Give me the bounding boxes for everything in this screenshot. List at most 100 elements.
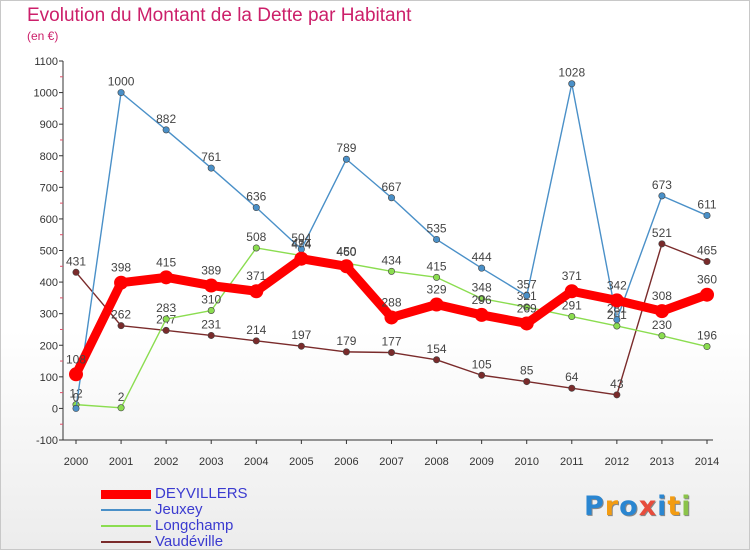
- data-label: 296: [472, 293, 492, 307]
- data-point: [519, 316, 534, 331]
- data-point: [568, 313, 576, 321]
- data-point: [69, 367, 83, 382]
- data-point: [433, 356, 441, 364]
- legend-swatch: [101, 541, 151, 543]
- data-label: 329: [427, 283, 447, 297]
- x-tick-label: 2001: [109, 456, 133, 468]
- logo-letter: P: [584, 491, 605, 522]
- data-point: [703, 343, 711, 351]
- legend-swatch: [101, 509, 151, 511]
- legend-label: Vaudéville: [155, 533, 224, 550]
- data-label: 262: [111, 308, 131, 322]
- data-label: 197: [291, 328, 311, 342]
- y-tick-label: 900: [40, 119, 58, 131]
- y-tick-label: 700: [40, 182, 58, 194]
- data-label: 108: [66, 352, 86, 366]
- logo-letter: i: [681, 491, 692, 522]
- y-tick-label: 100: [40, 372, 58, 384]
- data-label: 269: [517, 301, 537, 315]
- x-tick-label: 2003: [199, 456, 223, 468]
- data-label: 43: [610, 377, 624, 391]
- data-point: [387, 194, 395, 202]
- x-tick-label: 2002: [154, 456, 178, 468]
- data-label: 308: [652, 289, 672, 303]
- data-label: 450: [336, 244, 356, 258]
- data-point: [252, 244, 260, 252]
- data-point: [387, 267, 395, 275]
- data-label: 12: [69, 387, 83, 401]
- x-tick-label: 2004: [244, 456, 268, 468]
- legend-swatch: [101, 490, 151, 499]
- y-tick-label: 0: [52, 403, 58, 415]
- series-jeuxey: 0100088276163650478966753544435710282816…: [72, 66, 717, 412]
- logo-letter: i: [657, 491, 668, 522]
- data-point: [658, 332, 666, 340]
- data-point: [162, 326, 170, 334]
- data-point: [609, 293, 624, 308]
- data-point: [252, 204, 260, 212]
- data-label: 882: [156, 112, 176, 126]
- y-tick-label: 200: [40, 340, 58, 352]
- y-tick-label: 1100: [34, 56, 58, 68]
- data-point: [207, 307, 215, 315]
- data-label: 177: [381, 335, 401, 349]
- data-label: 360: [697, 273, 717, 287]
- x-tick-label: 2013: [650, 456, 674, 468]
- data-label: 444: [472, 250, 492, 264]
- data-label: 460: [336, 245, 356, 259]
- chart-unit-label: (en €): [27, 29, 59, 43]
- proxiti-logo: Proxiti: [584, 491, 692, 522]
- data-label: 484: [291, 238, 311, 252]
- data-point: [658, 240, 666, 248]
- data-point: [252, 337, 260, 345]
- data-label: 348: [472, 281, 492, 295]
- y-tick-label: 1000: [34, 88, 58, 100]
- y-tick-label: 600: [40, 214, 58, 226]
- data-point: [654, 304, 669, 319]
- data-label: 535: [427, 221, 447, 235]
- data-point: [162, 315, 170, 323]
- y-tick-label: -100: [36, 435, 58, 447]
- data-point: [700, 287, 714, 302]
- x-tick-label: 2014: [695, 456, 719, 468]
- data-label: 291: [562, 299, 582, 313]
- data-point: [162, 126, 170, 134]
- data-point: [72, 404, 80, 412]
- data-label: 342: [607, 278, 627, 292]
- data-label: 154: [427, 342, 447, 356]
- data-point: [523, 378, 531, 386]
- data-point: [249, 284, 264, 299]
- data-label: 371: [562, 269, 582, 283]
- data-point: [114, 275, 129, 290]
- data-point: [478, 295, 486, 303]
- data-point: [433, 235, 441, 243]
- data-label: 1028: [558, 66, 585, 80]
- y-tick-label: 300: [40, 309, 58, 321]
- data-label: 389: [201, 264, 221, 278]
- data-label: 2: [118, 390, 125, 404]
- data-label: 508: [246, 230, 266, 244]
- y-tick-label: 500: [40, 246, 58, 258]
- data-label: 474: [291, 237, 311, 251]
- data-label: 761: [201, 150, 221, 164]
- data-point: [204, 278, 219, 293]
- data-label: 0: [73, 390, 80, 404]
- data-label: 673: [652, 178, 672, 192]
- data-label: 371: [246, 269, 266, 283]
- data-point: [523, 292, 531, 300]
- data-label: 398: [111, 261, 131, 275]
- data-point: [613, 316, 621, 324]
- x-tick-label: 2006: [334, 456, 358, 468]
- data-label: 230: [652, 318, 672, 332]
- x-tick-label: 2009: [469, 456, 493, 468]
- data-label: 357: [517, 278, 537, 292]
- logo-letter: x: [638, 491, 658, 522]
- data-point: [703, 211, 711, 219]
- data-point: [568, 80, 576, 88]
- data-label: 415: [427, 259, 447, 273]
- data-label: 434: [381, 253, 401, 267]
- data-point: [384, 310, 399, 325]
- x-tick-label: 2005: [289, 456, 313, 468]
- data-label: 64: [565, 370, 579, 384]
- data-label: 521: [652, 226, 672, 240]
